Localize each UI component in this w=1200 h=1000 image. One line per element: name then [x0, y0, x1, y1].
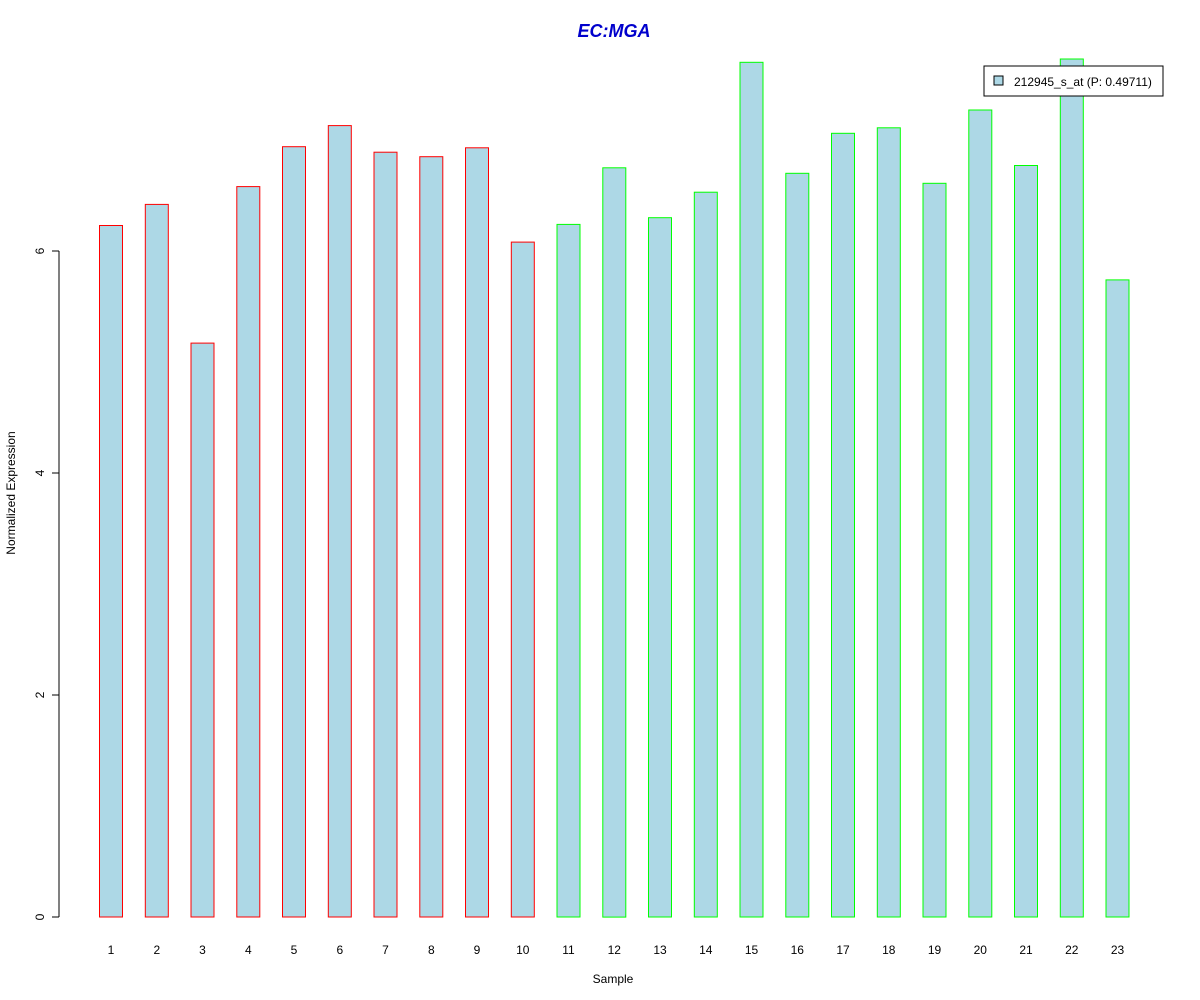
x-axis-tick-labels: 1 2 3 4 5 6 7 8 9 10 11 12 13 14 15 16 17 18 19 20 21 22 23 — [108, 943, 1125, 957]
x-tick-label: 9 — [474, 943, 481, 957]
legend-label: 212945_s_at (P: 0.49711) — [1014, 75, 1152, 89]
x-tick-label: 16 — [791, 943, 805, 957]
x-tick-label: 8 — [428, 943, 435, 957]
legend: 212945_s_at (P: 0.49711) — [983, 65, 1164, 97]
x-tick-label: 2 — [153, 943, 160, 957]
bar-sample-5 — [282, 146, 306, 918]
bars-group — [99, 58, 1130, 918]
bar-sample-19 — [922, 182, 947, 918]
bar-sample-18 — [876, 127, 901, 918]
x-tick-label: 10 — [516, 943, 530, 957]
x-tick-label: 6 — [336, 943, 343, 957]
x-tick-label: 1 — [108, 943, 115, 957]
x-axis-label: Sample — [593, 972, 634, 986]
bar-sample-23 — [1105, 279, 1130, 918]
x-tick-label: 17 — [836, 943, 850, 957]
x-tick-label: 7 — [382, 943, 389, 957]
y-axis: 0 2 4 6 — [33, 247, 60, 920]
y-tick-label: 0 — [33, 913, 47, 920]
bar-sample-9 — [465, 147, 489, 918]
y-tick-label: 6 — [33, 247, 47, 254]
y-tick-label: 4 — [33, 469, 47, 476]
bar-sample-13 — [648, 217, 672, 918]
bar-sample-12 — [602, 167, 627, 918]
bar-sample-6 — [327, 125, 352, 918]
bar-sample-17 — [831, 132, 855, 918]
bar-sample-1 — [99, 225, 123, 918]
x-tick-label: 3 — [199, 943, 206, 957]
legend-swatch — [993, 75, 1004, 86]
y-axis-label: Normalized Expression — [4, 431, 18, 554]
legend-box — [983, 65, 1164, 97]
bar-sample-4 — [236, 186, 261, 918]
x-tick-label: 13 — [653, 943, 667, 957]
bar-sample-20 — [968, 109, 993, 918]
chart-title: EC:MGA — [578, 21, 651, 41]
x-tick-label: 4 — [245, 943, 252, 957]
bar-sample-16 — [785, 172, 810, 918]
bar-sample-10 — [510, 241, 535, 918]
bar-sample-2 — [144, 203, 169, 918]
x-tick-label: 20 — [974, 943, 988, 957]
x-tick-label: 14 — [699, 943, 713, 957]
x-tick-label: 18 — [882, 943, 896, 957]
x-tick-label: 21 — [1019, 943, 1033, 957]
x-tick-label: 11 — [562, 943, 575, 957]
x-tick-label: 19 — [928, 943, 942, 957]
bar-sample-3 — [190, 342, 215, 918]
x-tick-label: 12 — [608, 943, 622, 957]
bar-sample-21 — [1014, 165, 1038, 918]
x-tick-label: 22 — [1065, 943, 1079, 957]
bar-sample-15 — [739, 61, 764, 918]
x-tick-label: 5 — [291, 943, 298, 957]
bar-sample-22 — [1059, 58, 1084, 918]
x-tick-label: 23 — [1111, 943, 1125, 957]
x-tick-label: 15 — [745, 943, 759, 957]
bar-sample-7 — [373, 151, 398, 918]
bar-sample-8 — [419, 156, 444, 918]
bar-sample-14 — [693, 191, 718, 918]
bar-sample-11 — [556, 223, 581, 918]
y-tick-label: 2 — [33, 691, 47, 698]
